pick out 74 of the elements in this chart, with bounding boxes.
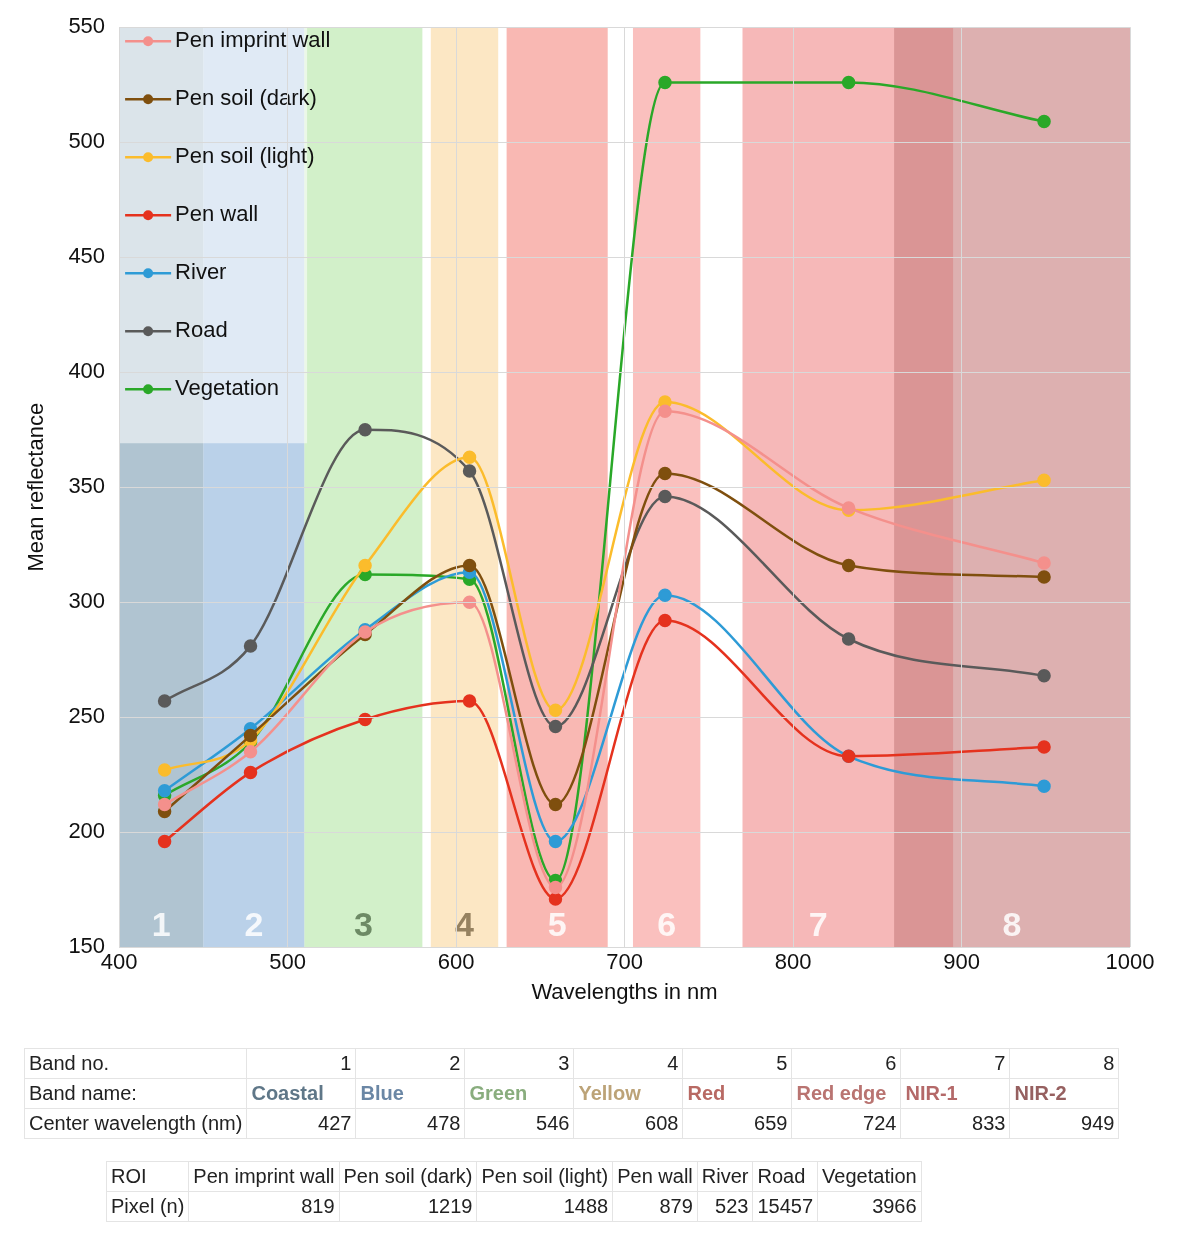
text: Band no. bbox=[24, 1048, 247, 1079]
text: 879 bbox=[612, 1191, 698, 1222]
text: Road bbox=[752, 1161, 818, 1192]
text: 523 bbox=[697, 1191, 753, 1222]
text: 4 bbox=[573, 1048, 683, 1079]
text: 608 bbox=[573, 1108, 683, 1139]
text: 427 bbox=[246, 1108, 356, 1139]
legend-label: Pen imprint wall bbox=[175, 27, 331, 53]
text: 949 bbox=[1009, 1108, 1119, 1139]
x-tick-label: 700 bbox=[606, 949, 643, 975]
y-tick-label: 350 bbox=[68, 473, 106, 499]
y-tick-label: 200 bbox=[68, 818, 106, 844]
band-label: 2 bbox=[244, 904, 264, 943]
text: 819 bbox=[188, 1191, 340, 1222]
legend-label: Vegetation bbox=[175, 375, 280, 401]
y-tick-label: 300 bbox=[68, 588, 106, 614]
text: 3966 bbox=[817, 1191, 922, 1222]
text: 8 bbox=[1009, 1048, 1119, 1079]
text: 2 bbox=[355, 1048, 465, 1079]
text: Vegetation bbox=[817, 1161, 922, 1192]
text: Red bbox=[682, 1078, 792, 1109]
band-label: 7 bbox=[808, 904, 828, 943]
text: 6 bbox=[791, 1048, 901, 1079]
text: 3 bbox=[464, 1048, 574, 1079]
text: Yellow bbox=[573, 1078, 683, 1109]
band-label: 3 bbox=[353, 904, 373, 943]
text: Green bbox=[464, 1078, 574, 1109]
text: 15457 bbox=[752, 1191, 818, 1222]
text: Pen soil (dark) bbox=[339, 1161, 477, 1192]
text: Blue bbox=[355, 1078, 465, 1109]
text: Pixel (n) bbox=[106, 1191, 189, 1222]
band-label: 1 bbox=[151, 904, 171, 943]
y-tick-label: 400 bbox=[68, 358, 106, 384]
y-axis-title: Mean reflectance bbox=[23, 402, 49, 572]
band-label: 8 bbox=[1002, 904, 1022, 943]
text: NIR-2 bbox=[1009, 1078, 1119, 1109]
y-tick-label: 450 bbox=[68, 243, 106, 269]
band-label: 5 bbox=[547, 904, 567, 943]
text: 1488 bbox=[476, 1191, 613, 1222]
x-tick-label: 600 bbox=[437, 949, 475, 975]
text: 1 bbox=[246, 1048, 356, 1079]
text: 546 bbox=[464, 1108, 574, 1139]
text: 1219 bbox=[339, 1191, 477, 1222]
text: 7 bbox=[900, 1048, 1010, 1079]
text: 659 bbox=[682, 1108, 792, 1139]
text: Center wavelength (nm) bbox=[24, 1108, 247, 1139]
y-tick-label: 250 bbox=[68, 703, 106, 729]
legend-label: Road bbox=[175, 317, 228, 343]
text: Band name: bbox=[24, 1078, 247, 1109]
text: 5 bbox=[682, 1048, 792, 1079]
x-axis-title: Wavelengths in nm bbox=[531, 978, 718, 1004]
text: 478 bbox=[355, 1108, 465, 1139]
legend-label: Pen soil (dark) bbox=[175, 85, 317, 111]
y-tick-label: 150 bbox=[68, 933, 106, 959]
legend-label: Pen wall bbox=[175, 201, 259, 227]
x-tick-label: 800 bbox=[774, 949, 812, 975]
x-tick-label: 500 bbox=[269, 949, 306, 975]
text: Pen imprint wall bbox=[188, 1161, 340, 1192]
x-tick-label: 900 bbox=[943, 949, 980, 975]
y-tick-label: 500 bbox=[68, 128, 106, 154]
text: Pen soil (light) bbox=[476, 1161, 613, 1192]
text: Red edge bbox=[791, 1078, 901, 1109]
y-tick-label: 550 bbox=[68, 13, 106, 39]
text: Coastal bbox=[246, 1078, 356, 1109]
text: Pen wall bbox=[612, 1161, 698, 1192]
legend-label: River bbox=[175, 259, 227, 285]
text: River bbox=[697, 1161, 753, 1192]
text: 724 bbox=[791, 1108, 901, 1139]
text: NIR-1 bbox=[900, 1078, 1010, 1109]
text: ROI bbox=[106, 1161, 189, 1192]
text: 833 bbox=[900, 1108, 1010, 1139]
x-tick-label: 1000 bbox=[1105, 949, 1155, 975]
band-label: 4 bbox=[455, 904, 475, 943]
legend-label: Pen soil (light) bbox=[175, 143, 315, 169]
